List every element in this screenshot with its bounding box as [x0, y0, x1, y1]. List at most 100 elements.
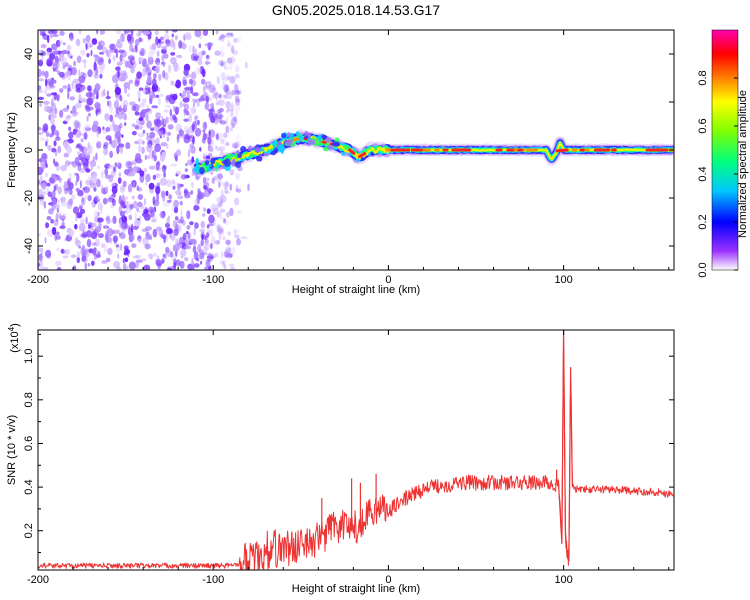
- noise-blob: [51, 43, 58, 51]
- noise-blob: [154, 30, 159, 36]
- noise-blob: [186, 225, 191, 230]
- noise-blob: [184, 257, 189, 262]
- noise-blob: [153, 154, 157, 162]
- noise-blob: [180, 94, 185, 99]
- noise-blob: [148, 91, 155, 99]
- noise-blob: [226, 211, 230, 218]
- noise-blob: [156, 182, 161, 188]
- noise-blob: [133, 200, 138, 209]
- noise-blob: [194, 115, 198, 123]
- noise-blob: [231, 117, 238, 126]
- noise-blob: [155, 94, 160, 99]
- noise-blob: [149, 206, 155, 214]
- noise-blob: [219, 145, 226, 152]
- noise-blob: [152, 174, 157, 180]
- noise-blob: [74, 237, 79, 245]
- noise-blob: [172, 179, 175, 185]
- noise-blob: [58, 178, 62, 184]
- noise-blob: [96, 141, 102, 149]
- noise-blob: [86, 229, 92, 238]
- noise-blob: [77, 162, 82, 172]
- noise-blob: [123, 210, 127, 214]
- noise-blob: [219, 50, 225, 58]
- noise-blob: [150, 127, 155, 132]
- noise-blob: [118, 108, 122, 116]
- ridge-blob: [240, 145, 247, 153]
- noise-blob: [60, 248, 65, 254]
- noise-blob: [80, 49, 85, 56]
- noise-blob: [148, 72, 151, 77]
- noise-blob: [218, 201, 222, 208]
- noise-blob: [148, 182, 155, 190]
- noise-blob: [74, 145, 78, 149]
- noise-blob: [67, 161, 75, 165]
- noise-blob: [216, 134, 219, 139]
- noise-blob: [164, 222, 171, 229]
- noise-blob: [86, 97, 94, 106]
- noise-blob: [121, 134, 124, 138]
- noise-blob: [91, 242, 97, 247]
- noise-blob: [142, 129, 146, 134]
- noise-blob: [175, 170, 182, 175]
- noise-blob: [188, 44, 192, 53]
- noise-blob: [225, 91, 233, 100]
- noise-blob: [119, 95, 123, 102]
- noise-blob: [75, 102, 82, 109]
- noise-blob: [217, 229, 224, 233]
- noise-blob: [143, 168, 147, 173]
- noise-blob: [231, 89, 236, 96]
- noise-blob: [213, 92, 219, 96]
- noise-blob: [59, 71, 65, 78]
- noise-blob: [145, 181, 148, 186]
- noise-blob: [202, 152, 207, 157]
- noise-blob: [156, 193, 160, 202]
- noise-blob: [104, 168, 108, 176]
- ridge-blob: [286, 132, 291, 138]
- noise-blob: [134, 44, 138, 50]
- noise-blob: [155, 161, 160, 171]
- noise-blob: [82, 37, 86, 44]
- noise-blob: [113, 166, 116, 173]
- colorbar-tick-label: 0.6: [697, 118, 709, 133]
- noise-blob: [176, 136, 180, 144]
- noise-blob: [218, 99, 225, 106]
- noise-blob: [95, 68, 98, 76]
- noise-blob: [97, 211, 100, 217]
- x-tick-label: 100: [554, 574, 572, 586]
- noise-blob: [167, 199, 172, 203]
- colorbar-tick-label: 0.2: [697, 214, 709, 229]
- noise-blob: [93, 87, 97, 95]
- noise-blob: [161, 190, 166, 199]
- noise-blob: [172, 105, 176, 113]
- noise-blob: [189, 221, 194, 226]
- ridge-blob: [277, 144, 285, 153]
- noise-blob: [235, 141, 241, 147]
- ridge-blob: [284, 139, 293, 146]
- noise-blob: [179, 200, 183, 206]
- noise-blob: [115, 41, 123, 49]
- noise-blob: [85, 127, 92, 131]
- noise-blob: [222, 94, 226, 99]
- noise-blob: [184, 87, 191, 91]
- noise-blob: [150, 210, 155, 218]
- noise-blob: [79, 204, 83, 210]
- noise-blob: [83, 162, 89, 171]
- noise-blob: [50, 133, 53, 138]
- colorbar-frame: [711, 29, 739, 271]
- noise-blob: [46, 93, 52, 97]
- noise-blob: [50, 92, 58, 96]
- noise-blob: [193, 54, 200, 61]
- noise-blob: [223, 218, 227, 224]
- noise-blob: [66, 146, 72, 154]
- noise-blob: [63, 152, 69, 158]
- noise-blob: [223, 132, 228, 138]
- y-tick-label: 0.8: [23, 392, 35, 407]
- noise-blob: [181, 219, 186, 226]
- noise-blob: [236, 90, 240, 94]
- noise-blob: [50, 65, 57, 69]
- noise-blob: [121, 221, 128, 229]
- noise-blob: [39, 198, 45, 206]
- x-tick-label: -200: [27, 574, 49, 586]
- noise-blob: [225, 239, 231, 246]
- noise-blob: [197, 56, 203, 66]
